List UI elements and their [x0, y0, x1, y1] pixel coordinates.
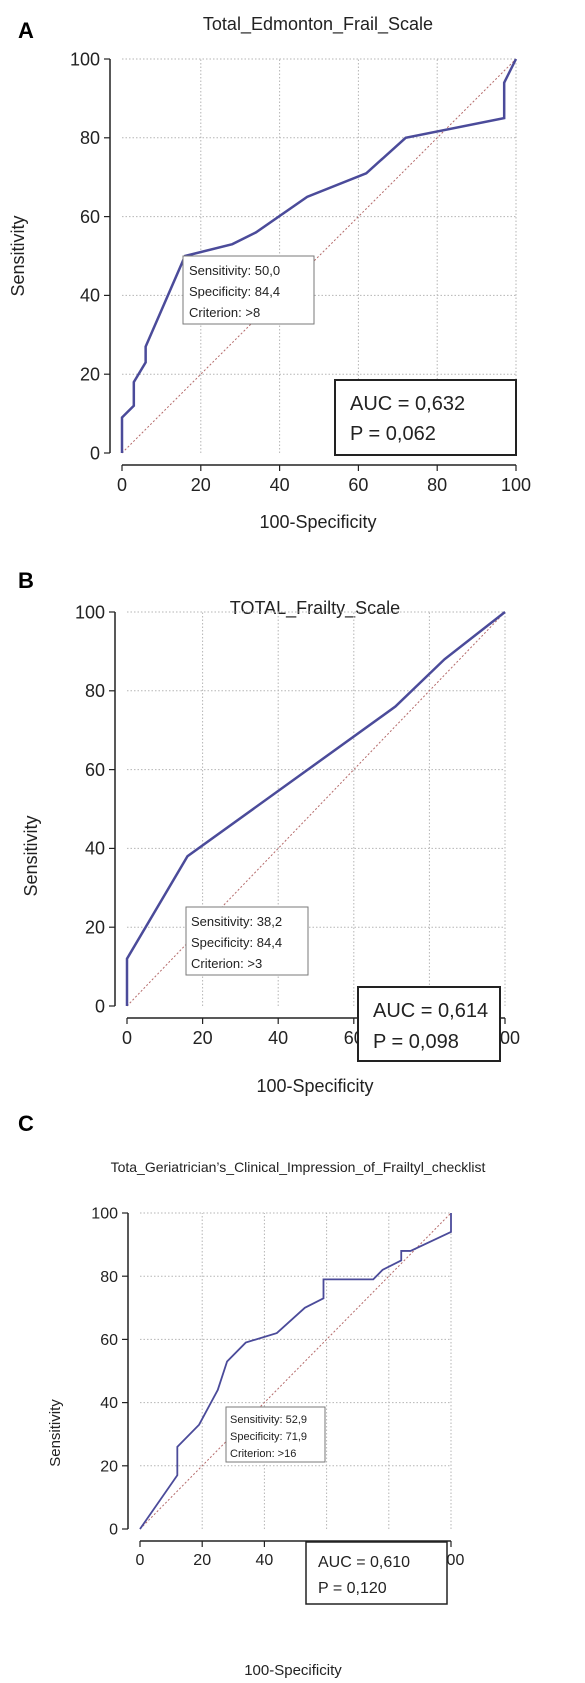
p-value: P = 0,098 — [373, 1031, 459, 1053]
x-tick-label: 40 — [268, 1028, 288, 1048]
x-tick-label: 20 — [193, 1028, 213, 1048]
y-axis-label: Sensitivity — [47, 1399, 64, 1467]
callout-sensitivity: Sensitivity: 52,9 — [230, 1414, 307, 1426]
callout-sensitivity: Sensitivity: 38,2 — [191, 914, 282, 929]
callout-specificity: Specificity: 84,4 — [191, 935, 282, 950]
auc-value: AUC = 0,614 — [373, 1000, 488, 1022]
reference-diagonal — [121, 58, 517, 454]
callout-sensitivity: Sensitivity: 50,0 — [189, 263, 280, 278]
roc-chart-c-svg: C Tota_Geriatrician’s_Clinical_Impressio… — [18, 1111, 486, 1679]
y-tick-label: 80 — [85, 681, 105, 701]
roc-curve — [125, 611, 506, 1006]
reference-diagonal — [139, 1212, 452, 1530]
auc-box: AUC = 0,632 P = 0,062 — [334, 379, 517, 456]
y-tick-label: 40 — [85, 839, 105, 859]
y-tick-label: 20 — [80, 365, 100, 385]
panel-label: C — [18, 1111, 34, 1136]
x-tick-label: 60 — [348, 475, 368, 495]
y-tick-label: 20 — [85, 918, 105, 938]
p-value: P = 0,062 — [350, 423, 436, 445]
callout-criterion: Criterion: >3 — [191, 956, 262, 971]
y-tick-label: 60 — [100, 1332, 118, 1349]
auc-box: AUC = 0,614 P = 0,098 — [357, 986, 501, 1062]
roc-chart-a-svg: A Total_Edmonton_Frail_Scale 00 20 20 40 40 6… — [8, 14, 531, 532]
x-tick-label: 20 — [193, 1552, 211, 1569]
x-tick-label: 40 — [256, 1552, 274, 1569]
plot-area: 00 20 20 40 40 60 60 80 80 100 100 — [70, 49, 531, 495]
y-tick-label: 100 — [91, 1206, 118, 1223]
criterion-callout: Sensitivity: 38,2 Specificity: 84,4 Crit… — [185, 906, 309, 976]
x-tick-label: 100 — [501, 475, 531, 495]
auc-box: AUC = 0,610 P = 0,120 — [305, 1541, 448, 1605]
y-tick-label: 60 — [85, 760, 105, 780]
y-tick-label: 0 — [95, 996, 105, 1016]
panel-label: B — [18, 568, 34, 593]
x-axis-label: 100-Specificity — [244, 1662, 342, 1679]
chart-title: Tota_Geriatrician’s_Clinical_Impression_… — [111, 1159, 486, 1175]
roc-chart-c: C Tota_Geriatrician’s_Clinical_Impressio… — [0, 1100, 585, 1683]
y-tick-label: 20 — [100, 1458, 118, 1475]
chart-title: TOTAL_Frailty_Scale — [230, 598, 400, 619]
p-value: P = 0,120 — [318, 1580, 387, 1597]
y-axis-label: Sensitivity — [21, 815, 41, 896]
callout-specificity: Specificity: 71,9 — [230, 1431, 307, 1443]
callout-specificity: Specificity: 84,4 — [189, 284, 280, 299]
y-tick-label: 80 — [100, 1269, 118, 1286]
chart-title: Total_Edmonton_Frail_Scale — [203, 14, 433, 35]
criterion-callout: Sensitivity: 52,9 Specificity: 71,9 Crit… — [225, 1406, 326, 1463]
roc-curve — [139, 1213, 452, 1530]
x-axis-label: 100-Specificity — [259, 512, 376, 532]
x-axis-label: 100-Specificity — [256, 1076, 373, 1096]
y-tick-label: 100 — [70, 49, 100, 69]
x-tick-label: 0 — [117, 475, 127, 495]
y-tick-label: 40 — [80, 286, 100, 306]
y-tick-label: 60 — [80, 207, 100, 227]
callout-criterion: Criterion: >16 — [230, 1448, 296, 1460]
x-tick-label: 20 — [191, 475, 211, 495]
y-tick-label: 80 — [80, 128, 100, 148]
x-tick-label: 0 — [122, 1028, 132, 1048]
y-tick-label: 0 — [90, 443, 100, 463]
roc-curve — [120, 58, 518, 453]
roc-chart-b: B TOTAL_Frailty_Scale 002020404060608080… — [0, 560, 585, 1100]
y-axis-label: Sensitivity — [8, 215, 28, 296]
panel-label: A — [18, 18, 34, 43]
y-tick-label: 0 — [109, 1522, 118, 1539]
auc-value: AUC = 0,610 — [318, 1554, 410, 1571]
roc-chart-a: A Total_Edmonton_Frail_Scale 0 0 20 20 40 40 6… — [0, 0, 585, 540]
y-tick-label: 100 — [75, 602, 105, 622]
auc-value: AUC = 0,632 — [350, 393, 465, 415]
criterion-callout: Sensitivity: 50,0 Specificity: 84,4 Crit… — [182, 255, 315, 325]
callout-criterion: Criterion: >8 — [189, 305, 260, 320]
x-tick-label: 80 — [427, 475, 447, 495]
reference-diagonal — [126, 611, 506, 1007]
x-tick-label: 40 — [270, 475, 290, 495]
y-tick-label: 40 — [100, 1395, 118, 1412]
x-tick-label: 0 — [136, 1552, 145, 1569]
roc-chart-b-svg: B TOTAL_Frailty_Scale 002020404060608080… — [18, 568, 520, 1096]
